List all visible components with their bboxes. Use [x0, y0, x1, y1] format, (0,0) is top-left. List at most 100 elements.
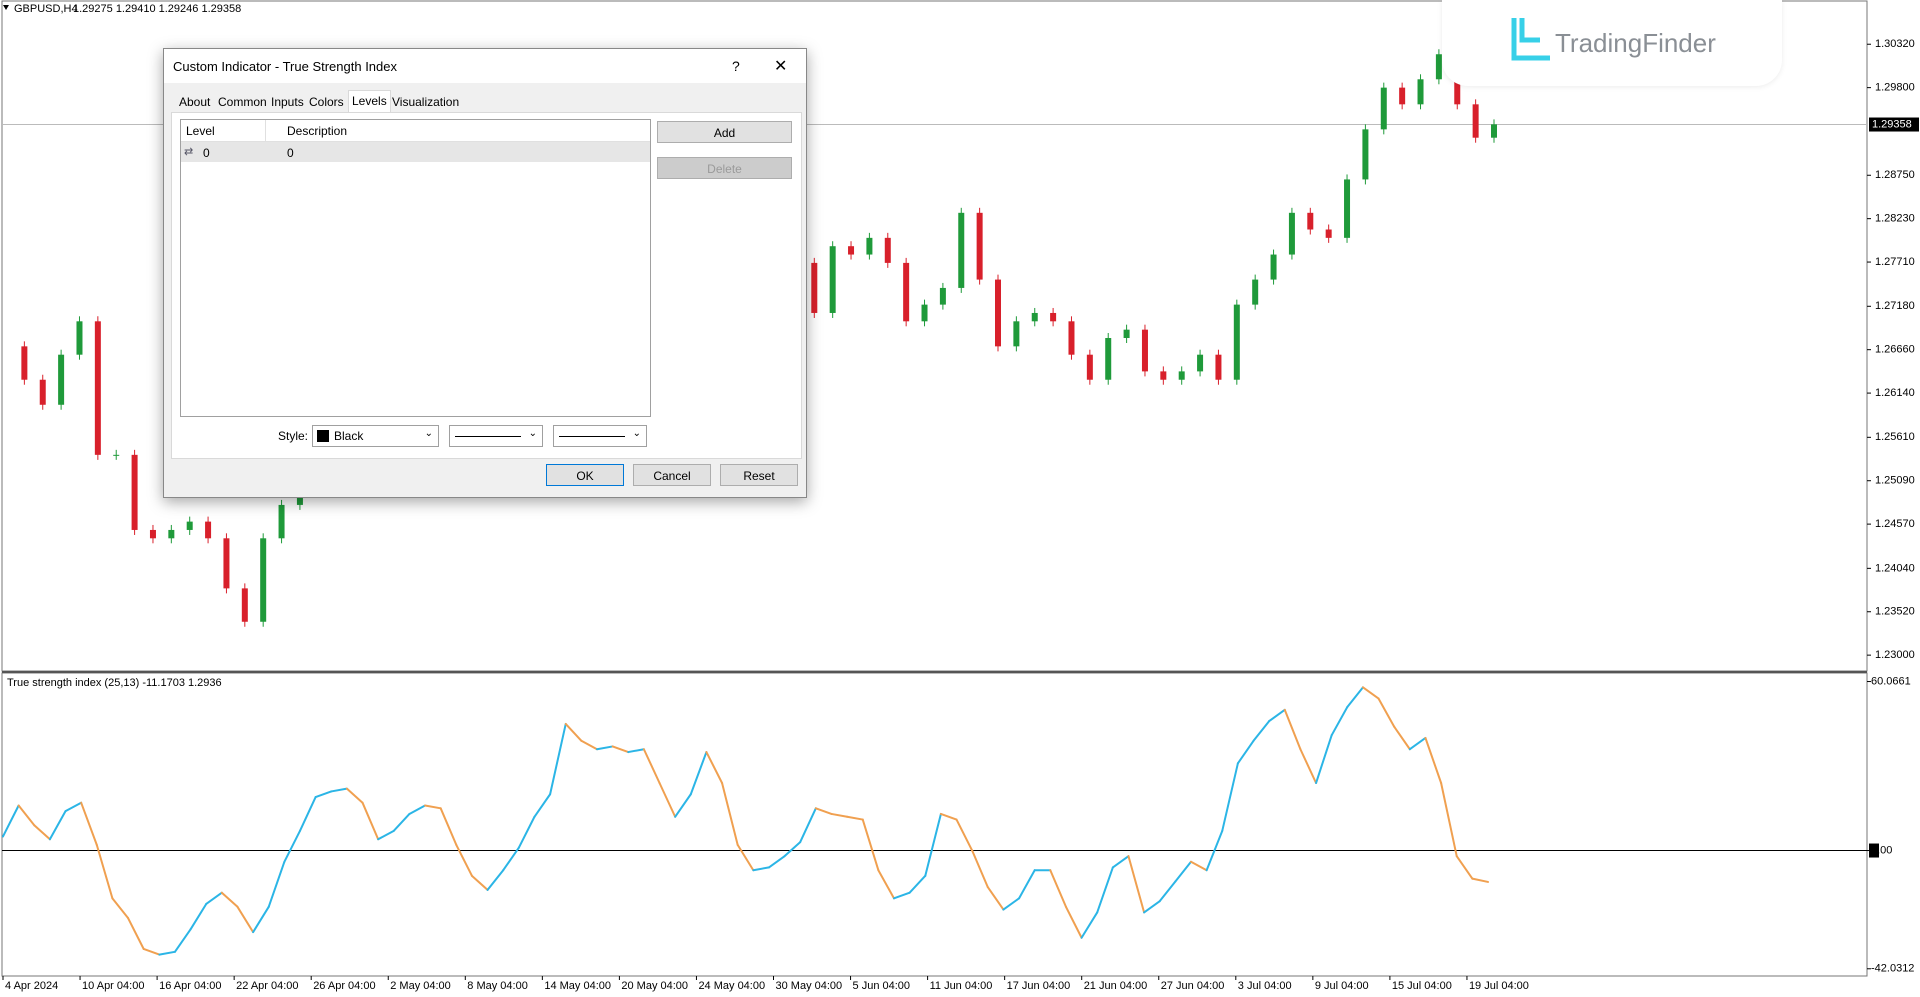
- x-tick-label: 10 Apr 04:00: [82, 980, 144, 992]
- tsi-segment: [1018, 869, 1036, 900]
- tsi-segment: [1190, 860, 1208, 872]
- tsi-label: True strength index (25,13) -11.1703 1.2…: [7, 677, 222, 689]
- y-tick-label: 1.23520: [1875, 606, 1915, 618]
- tsi-segment: [220, 891, 239, 908]
- x-tick-label: 30 May 04:00: [776, 980, 843, 992]
- candle: [1472, 104, 1479, 138]
- tsi-segment: [205, 891, 223, 905]
- level-row[interactable]: [181, 142, 650, 162]
- tsi-segment: [1315, 734, 1333, 785]
- tab[interactable]: Inputs: [271, 95, 304, 109]
- column-header[interactable]: Level: [186, 124, 215, 138]
- candle: [1399, 87, 1406, 105]
- candle: [260, 538, 267, 622]
- logo-mark: [1511, 18, 1550, 61]
- tsi-segment: [705, 751, 724, 785]
- x-tick-label: 16 Apr 04:00: [159, 980, 221, 992]
- ok-button[interactable]: OK: [546, 464, 624, 486]
- tsi-segment: [517, 815, 536, 849]
- tsi-segment: [564, 722, 583, 742]
- style-label: Style:: [278, 429, 309, 443]
- line-style-select[interactable]: ⌄: [449, 425, 543, 447]
- tsi-segment: [502, 846, 520, 872]
- level-value[interactable]: 0: [203, 146, 210, 160]
- candle: [1435, 54, 1442, 80]
- close-button[interactable]: ✕: [774, 58, 788, 75]
- tsi-segment: [1127, 855, 1146, 914]
- candle: [186, 521, 193, 530]
- menu-arrow: [3, 5, 9, 10]
- tsi-segment: [752, 866, 770, 872]
- tsi-segment: [908, 874, 927, 894]
- column-header[interactable]: Description: [287, 124, 348, 138]
- x-tick-label: 3 Jul 04:00: [1238, 980, 1292, 992]
- tsi-segment: [1408, 736, 1427, 751]
- x-tick-label: 8 May 04:00: [467, 980, 528, 992]
- tsi-segment: [1096, 866, 1114, 914]
- tsi-segment: [674, 793, 692, 818]
- candle: [223, 538, 230, 589]
- candle: [1233, 304, 1240, 380]
- title-bar: [164, 49, 806, 83]
- tsi-segment: [252, 905, 270, 934]
- x-tick-label: 17 Jun 04:00: [1007, 980, 1071, 992]
- symbol: GBPUSD,H4: [14, 3, 78, 15]
- reset-button[interactable]: Reset: [720, 464, 798, 486]
- tsi-segment: [424, 804, 442, 810]
- add-button[interactable]: Add: [657, 121, 792, 143]
- y-tick-label: 1.26140: [1875, 387, 1915, 399]
- tsi-segment: [1221, 762, 1239, 832]
- line-width-select[interactable]: ⌄: [553, 425, 647, 447]
- tab[interactable]: About: [179, 95, 211, 109]
- tab[interactable]: Levels: [348, 90, 391, 114]
- x-tick-label: 21 Jun 04:00: [1084, 980, 1148, 992]
- tsi-segment: [1330, 706, 1349, 737]
- tsi-segment: [549, 722, 567, 796]
- tsi-segment: [658, 782, 677, 818]
- color-swatch: [317, 430, 329, 442]
- line-sample: [559, 436, 625, 437]
- tsi-segment: [1424, 736, 1443, 785]
- tsi-segment: [1205, 829, 1224, 872]
- x-tick-label: 22 Apr 04:00: [236, 980, 298, 992]
- candle: [1252, 279, 1259, 305]
- candle: [1160, 371, 1167, 380]
- dialog: Custom Indicator - True Strength Index ?…: [163, 48, 807, 498]
- y-tick-label: 1.28750: [1875, 169, 1915, 181]
- y-tick-label: 1.28230: [1875, 213, 1915, 225]
- x-tick-label: 14 May 04:00: [544, 980, 611, 992]
- help-button[interactable]: ?: [732, 58, 740, 74]
- tsi-segment: [17, 804, 36, 827]
- tab[interactable]: Visualization: [392, 95, 460, 109]
- cancel-button[interactable]: Cancel: [633, 464, 711, 486]
- candle: [903, 262, 910, 322]
- tsi-frame: [1, 672, 1868, 977]
- candle: [278, 504, 285, 539]
- level-icon: ⇄: [184, 146, 194, 158]
- tsi-segment: [1455, 855, 1474, 880]
- levels-list: Level Description ⇄ 0 0: [180, 119, 651, 417]
- tsi-segment: [627, 748, 645, 754]
- candle: [58, 354, 65, 405]
- tsi-segment: [2, 804, 20, 838]
- dropdown-arrow: ⌄: [424, 428, 433, 439]
- tab[interactable]: Common: [218, 95, 267, 109]
- candle: [113, 454, 120, 456]
- y-tick-label: 1.29800: [1875, 82, 1915, 94]
- candle: [921, 304, 928, 322]
- y-tick-label: 1.27180: [1875, 300, 1915, 312]
- level-description[interactable]: 0: [287, 146, 294, 160]
- color-name: Black: [334, 429, 364, 443]
- tab[interactable]: Colors: [309, 95, 344, 109]
- tsi-segment: [470, 874, 489, 891]
- color-select[interactable]: Black ⌄: [312, 425, 439, 447]
- tsi-segment: [1111, 855, 1130, 869]
- tsi-segment: [33, 824, 51, 841]
- logo: TradingFinder: [1442, 0, 1782, 86]
- candle: [21, 346, 28, 380]
- tsi-segment: [408, 804, 427, 815]
